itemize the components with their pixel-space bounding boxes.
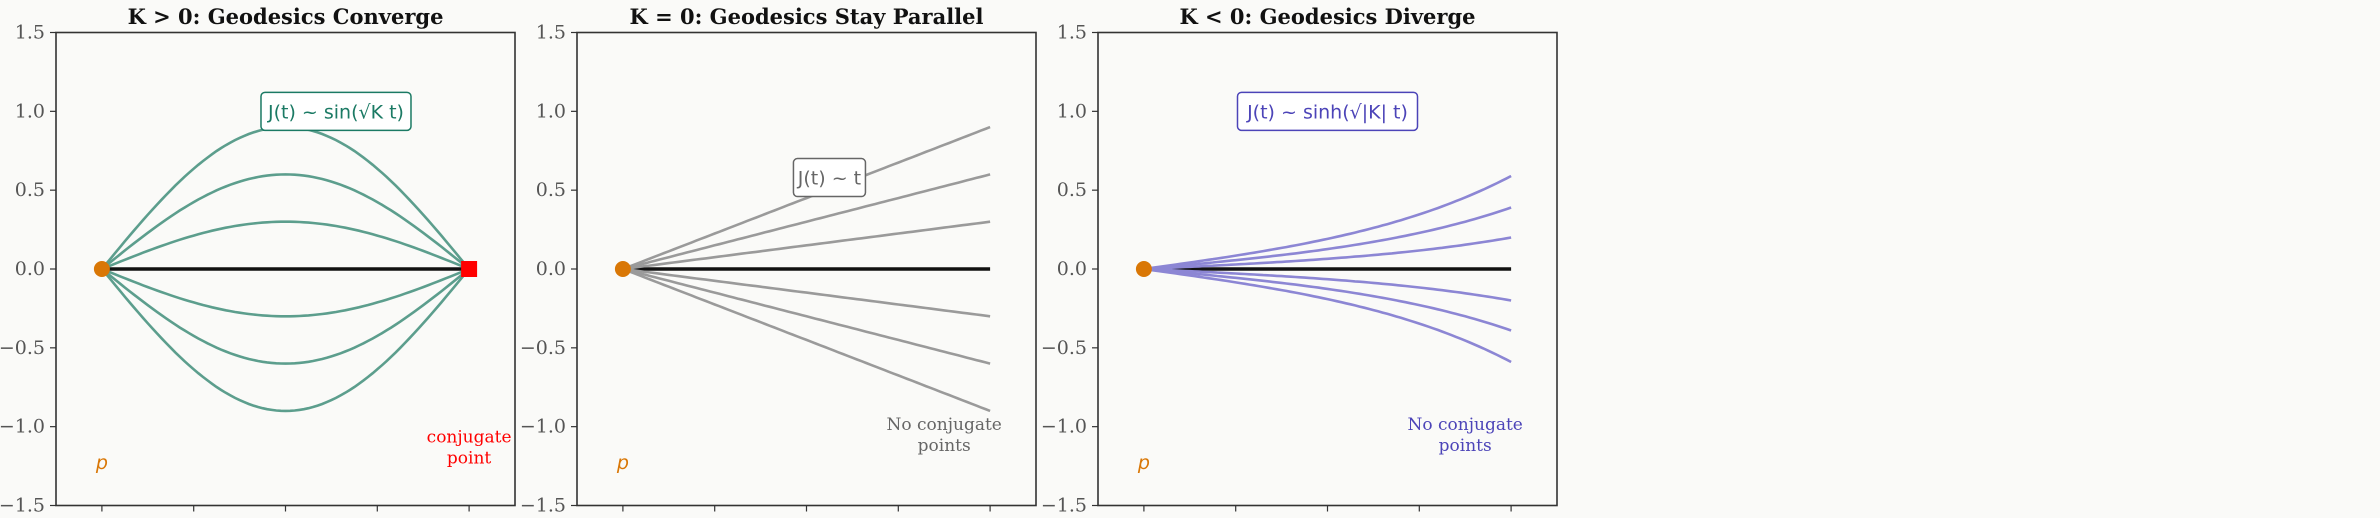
base-point-label: p [1137,452,1150,474]
conjugate-note: points [918,436,971,456]
base-point-label: p [616,452,629,474]
y-tick-label: 1.5 [1057,22,1087,44]
chart-title: K > 0: Geodesics Converge [128,4,444,29]
y-tick-label: 0.5 [15,179,45,201]
conjugate-note: No conjugate [1408,415,1523,435]
conjugate-note: points [1439,436,1492,456]
subplot-1: K > 0: Geodesics Converge012341.51.00.50… [0,4,516,518]
y-tick-label: 1.0 [1057,100,1087,122]
y-tick-label: 1.5 [536,22,566,44]
neighboring-geodesic [622,267,991,318]
neighboring-geodesic [1143,206,1512,271]
neighboring-geodesic [622,267,991,365]
neighboring-geodesic [1143,267,1512,302]
y-tick-label: 0.5 [536,179,566,201]
neighboring-geodesic [100,268,471,413]
base-point-label: p [95,452,108,474]
y-tick-label: −1.5 [1041,495,1087,517]
neighboring-geodesic [101,267,470,318]
y-tick-label: 0.0 [15,258,45,280]
conjugate-point-marker [461,261,478,277]
y-tick-label: 1.0 [536,100,566,122]
base-point-marker [614,261,631,277]
conjugate-note: conjugate [427,427,512,447]
neighboring-geodesic [622,220,991,271]
annotation-box [792,157,867,198]
annotation-box [1236,91,1419,132]
y-tick-label: −0.5 [520,337,566,359]
conjugate-note: No conjugate [887,415,1002,435]
neighboring-geodesic [622,267,991,413]
y-tick-label: −1.5 [0,495,45,517]
y-tick-label: −0.5 [1041,337,1087,359]
y-tick-label: −1.5 [520,495,566,517]
y-tick-label: −1.0 [0,416,45,438]
neighboring-geodesic [1143,267,1512,332]
neighboring-geodesic [622,125,991,271]
neighboring-geodesic [622,173,991,271]
y-tick-label: 0.5 [1057,179,1087,201]
neighboring-geodesic [101,267,470,365]
neighboring-geodesic [1143,267,1512,364]
neighboring-geodesic [101,220,470,271]
neighboring-geodesic [1143,236,1512,271]
chart-title: K = 0: Geodesics Stay Parallel [630,4,984,29]
y-tick-label: −0.5 [0,337,45,359]
subplot-3: K < 0: Geodesics Diverge012341.51.00.50.… [1041,4,1558,518]
base-point-marker [1135,261,1152,277]
y-tick-label: 1.0 [15,100,45,122]
neighboring-geodesic [1143,174,1512,271]
y-tick-label: 1.5 [15,22,45,44]
neighboring-geodesic [101,173,470,271]
base-point-marker [93,261,110,277]
conjugate-note: point [447,448,492,468]
formula-annotation: J(t) ~ sin(√K t) [267,101,404,123]
formula-annotation: J(t) ~ t [797,168,861,190]
annotation-box [260,91,412,132]
y-tick-label: 0.0 [1057,258,1087,280]
y-tick-label: 0.0 [536,258,566,280]
formula-annotation: J(t) ~ sinh(√|K| t) [1246,101,1408,123]
subplot-2: K = 0: Geodesics Stay Parallel012341.51.… [520,4,1037,518]
y-tick-label: −1.0 [1041,416,1087,438]
y-tick-label: −1.0 [520,416,566,438]
chart-title: K < 0: Geodesics Diverge [1179,4,1475,29]
